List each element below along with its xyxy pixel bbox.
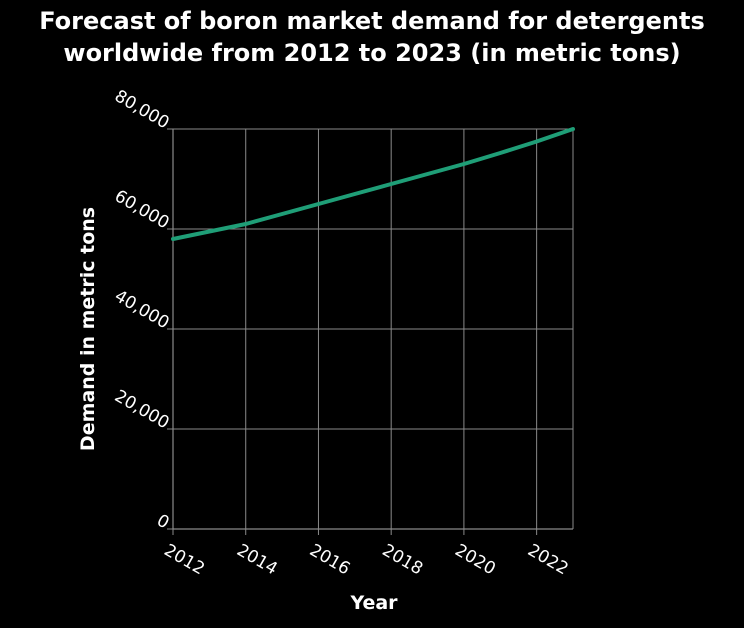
x-axis-title: Year (349, 592, 398, 614)
grid (172, 128, 574, 530)
axes (167, 128, 573, 535)
y-axis-title: Demand in metric tons (77, 207, 99, 451)
series-layer (171, 127, 575, 241)
chart-title-line-2: worldwide from 2012 to 2023 (in metric t… (63, 39, 680, 67)
chart-title-line-1: Forecast of boron market demand for dete… (39, 7, 704, 35)
series-line (171, 127, 575, 241)
